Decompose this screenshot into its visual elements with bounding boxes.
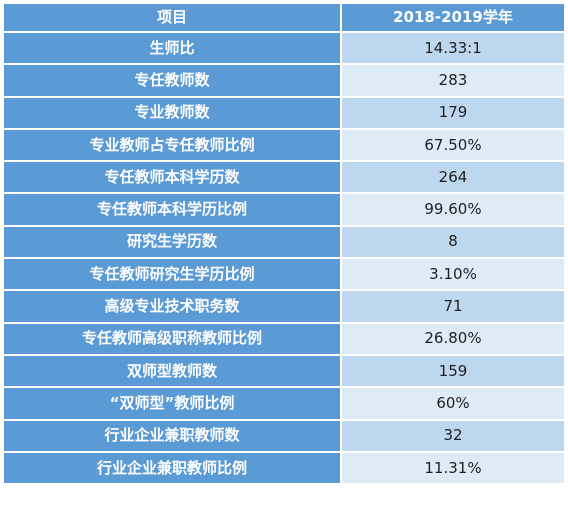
- row-value: 283: [342, 65, 564, 96]
- table-row: 行业企业兼职教师数 32: [4, 420, 564, 451]
- table-row: 研究生学历数 8: [4, 226, 564, 258]
- row-label: 专任教师数: [4, 65, 340, 96]
- row-value: 26.80%: [342, 323, 564, 354]
- row-value: 264: [342, 162, 564, 193]
- table-row: 双师型教师数 159: [4, 355, 564, 387]
- row-label: 专业教师占专任教师比例: [4, 129, 340, 161]
- row-value: 11.31%: [342, 452, 564, 484]
- row-label: 专任教师研究生学历比例: [4, 259, 340, 290]
- table-row: 行业企业兼职教师比例 11.31%: [4, 452, 564, 484]
- table-row: 专任教师高级职称教师比例 26.80%: [4, 323, 564, 354]
- row-label: “双师型”教师比例: [4, 388, 340, 419]
- row-value: 71: [342, 291, 564, 322]
- row-value: 3.10%: [342, 259, 564, 290]
- row-label: 专任教师本科学历比例: [4, 194, 340, 225]
- row-value: 179: [342, 97, 564, 128]
- row-label: 行业企业兼职教师数: [4, 420, 340, 451]
- row-label: 行业企业兼职教师比例: [4, 452, 340, 484]
- row-label: 高级专业技术职务数: [4, 291, 340, 322]
- table-row: 生师比 14.33:1: [4, 33, 564, 64]
- table-row: 专业教师数 179: [4, 97, 564, 128]
- row-value: 159: [342, 355, 564, 387]
- row-label: 双师型教师数: [4, 355, 340, 387]
- table-row: 高级专业技术职务数 71: [4, 291, 564, 322]
- table-row: 专业教师占专任教师比例 67.50%: [4, 129, 564, 161]
- stats-table: 项目 2018-2019学年 生师比 14.33:1 专任教师数 283 专业教…: [2, 2, 566, 485]
- row-value: 67.50%: [342, 129, 564, 161]
- table-row: 专任教师本科学历数 264: [4, 162, 564, 193]
- column-header-item: 项目: [4, 4, 340, 31]
- stats-table-container: 项目 2018-2019学年 生师比 14.33:1 专任教师数 283 专业教…: [2, 2, 564, 502]
- table-row: 专任教师研究生学历比例 3.10%: [4, 259, 564, 290]
- row-label: 生师比: [4, 33, 340, 64]
- row-label: 专任教师本科学历数: [4, 162, 340, 193]
- table-row: 专任教师数 283: [4, 65, 564, 96]
- row-value: 14.33:1: [342, 33, 564, 64]
- row-value: 8: [342, 226, 564, 258]
- table-row: 专任教师本科学历比例 99.60%: [4, 194, 564, 225]
- row-value: 60%: [342, 388, 564, 419]
- row-value: 99.60%: [342, 194, 564, 225]
- row-label: 专业教师数: [4, 97, 340, 128]
- row-value: 32: [342, 420, 564, 451]
- table-row: “双师型”教师比例 60%: [4, 388, 564, 419]
- table-header-row: 项目 2018-2019学年: [4, 4, 564, 31]
- column-header-year: 2018-2019学年: [342, 4, 564, 31]
- row-label: 研究生学历数: [4, 226, 340, 258]
- row-label: 专任教师高级职称教师比例: [4, 323, 340, 354]
